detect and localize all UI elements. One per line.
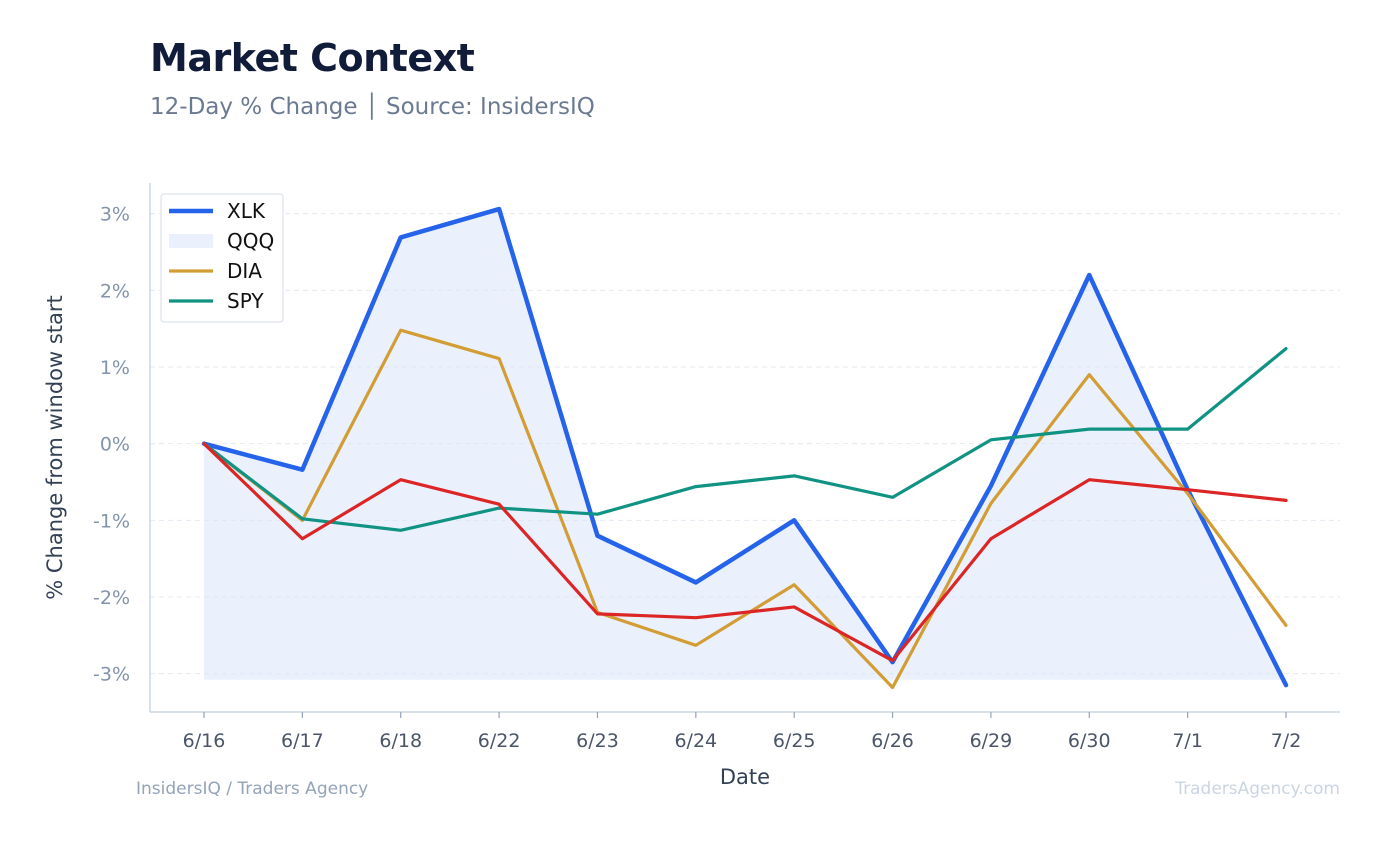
- x-tick-label: 7/1: [1172, 730, 1203, 752]
- x-tick-label: 6/25: [773, 730, 816, 752]
- legend-label-spy: SPY: [227, 289, 264, 313]
- y-tick-label: 3%: [100, 204, 130, 226]
- legend-swatch-qqq: [169, 234, 213, 248]
- tick-labels: 3% 2% 1% 0% -1% -2% -3% 6/16 6/17 6/18 6/22 6/23 6/2…: [93, 204, 1301, 752]
- x-tick-label: 6/23: [576, 730, 619, 752]
- x-tick-label: 6/18: [379, 730, 422, 752]
- x-tick-label: 7/2: [1271, 730, 1302, 752]
- footer-credit: InsidersIQ / Traders Agency: [136, 779, 369, 799]
- x-tick-label: 6/24: [674, 730, 717, 752]
- legend: XLK QQQ DIA SPY: [160, 193, 284, 323]
- legend-label-xlk: XLK: [227, 199, 266, 223]
- series-line-dia: [202, 328, 1288, 690]
- legend-box: [160, 193, 284, 323]
- legend-label-dia: DIA: [227, 259, 262, 283]
- x-tick-label: 6/17: [281, 730, 324, 752]
- series-line-xlk: [201, 206, 1289, 688]
- series-line-spy: [202, 347, 1288, 532]
- x-axis-label: Date: [720, 765, 770, 789]
- y-tick-label: 2%: [100, 280, 130, 302]
- y-tick-label: -1%: [93, 510, 130, 532]
- series-line-unlabeled-series: [202, 442, 1288, 663]
- chart-title: Market Context: [150, 36, 475, 80]
- chart-subtitle: 12-Day % Change │ Source: InsidersIQ: [150, 94, 595, 120]
- y-axis-label: % Change from window start: [43, 295, 67, 600]
- x-tick-label: 6/26: [871, 730, 914, 752]
- y-tick-label: -3%: [93, 664, 130, 686]
- y-tick-label: 1%: [100, 357, 130, 379]
- series-lines: [201, 206, 1289, 690]
- x-tick-label: 6/30: [1068, 730, 1111, 752]
- y-tick-label: 0%: [100, 434, 130, 456]
- footer-website: TradersAgency.com: [1175, 779, 1340, 799]
- legend-label-qqq: QQQ: [227, 229, 274, 253]
- x-tick-label: 6/29: [970, 730, 1013, 752]
- series-area-qqq: [204, 209, 1286, 686]
- axes: [149, 183, 1340, 718]
- y-tick-label: -2%: [93, 587, 130, 609]
- area-fill-layer: [204, 209, 1286, 686]
- x-tick-label: 6/22: [478, 730, 521, 752]
- x-tick-label: 6/16: [183, 730, 226, 752]
